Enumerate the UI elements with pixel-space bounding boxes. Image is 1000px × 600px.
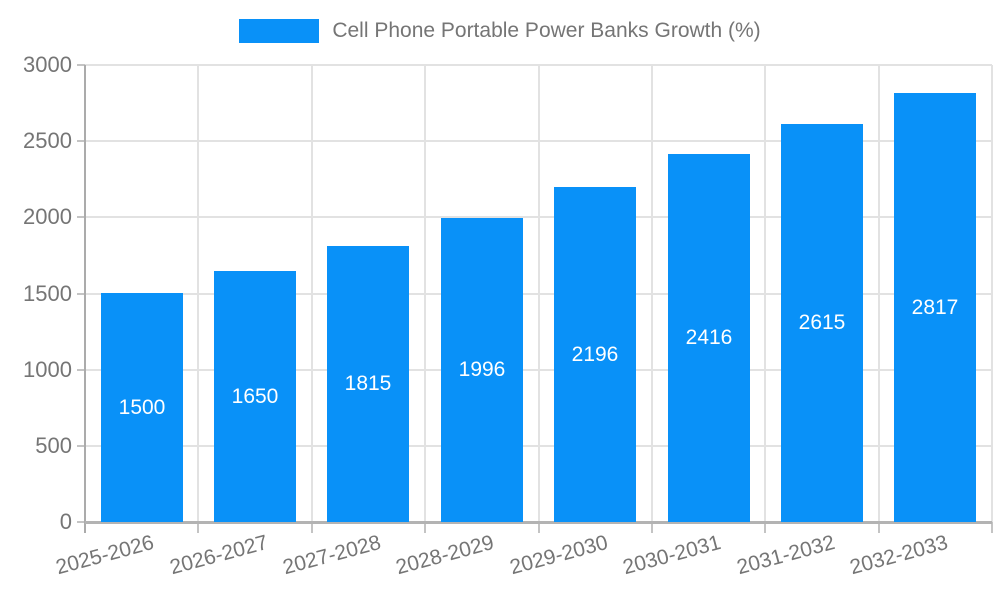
bar: 2196: [554, 187, 636, 522]
bar-value-label: 1815: [344, 372, 392, 395]
y-tick-mark: [77, 293, 85, 295]
bar: 2416: [668, 154, 750, 522]
y-tick-mark: [77, 64, 85, 66]
y-tick-label: 500: [35, 433, 72, 458]
x-tick-mark: [764, 522, 766, 533]
y-tick-mark: [77, 216, 85, 218]
bar-value-label: 1650: [231, 384, 279, 408]
x-tick-label: 2026-2027: [167, 531, 271, 580]
x-gridline: [651, 65, 653, 522]
bar-value-label: 2817: [911, 295, 959, 319]
y-tick-mark: [77, 445, 85, 447]
x-tick-label: 2031-2032: [733, 531, 837, 580]
bar: 1500: [101, 293, 183, 522]
bar: 1996: [441, 218, 523, 522]
x-tick-label: 2030-2031: [620, 531, 724, 580]
x-tick-label: 2029-2030: [507, 531, 611, 580]
y-tick-label: 1000: [23, 357, 72, 382]
x-tick-mark: [991, 522, 993, 533]
x-gridline: [311, 65, 313, 522]
x-tick-mark: [311, 522, 313, 533]
x-gridline: [764, 65, 766, 522]
x-tick-mark: [651, 522, 653, 533]
bar: 1650: [214, 271, 296, 522]
y-tick-label: 0: [59, 509, 72, 534]
x-tick-mark: [878, 522, 880, 533]
x-axis: [85, 521, 992, 524]
bar: 2615: [781, 124, 863, 522]
bar-value-label: 2196: [571, 342, 619, 366]
y-tick-label: 3000: [23, 52, 72, 77]
legend-swatch-icon: [239, 19, 320, 43]
x-tick-label: 2032-2033: [847, 531, 951, 580]
y-tick-label: 1500: [23, 281, 72, 306]
x-tick-label: 2025-2026: [53, 531, 157, 580]
x-tick-mark: [197, 522, 199, 533]
x-tick-label: 2027-2028: [280, 531, 384, 580]
x-tick-label: 2028-2029: [393, 531, 497, 580]
x-tick-mark: [424, 522, 426, 533]
x-gridline: [424, 65, 426, 522]
x-gridline: [538, 65, 540, 522]
y-tick-mark: [77, 521, 85, 523]
bar-value-label: 1996: [458, 358, 506, 381]
bar-value-label: 1500: [118, 395, 166, 419]
y-tick-label: 2500: [23, 128, 72, 153]
bar: 1815: [327, 246, 409, 522]
chart-legend: Cell Phone Portable Power Banks Growth (…: [0, 19, 1000, 43]
bar: 2817: [894, 93, 976, 522]
legend-label: Cell Phone Portable Power Banks Growth (…: [332, 19, 761, 42]
y-tick-mark: [77, 369, 85, 371]
y-tick-mark: [77, 140, 85, 142]
x-tick-mark: [538, 522, 540, 533]
y-axis: [84, 65, 86, 533]
bar-value-label: 2416: [685, 326, 733, 349]
x-gridline: [878, 65, 880, 522]
bar-value-label: 2615: [798, 311, 846, 334]
x-gridline: [197, 65, 199, 522]
x-gridline: [991, 65, 993, 522]
y-tick-label: 2000: [23, 204, 72, 229]
